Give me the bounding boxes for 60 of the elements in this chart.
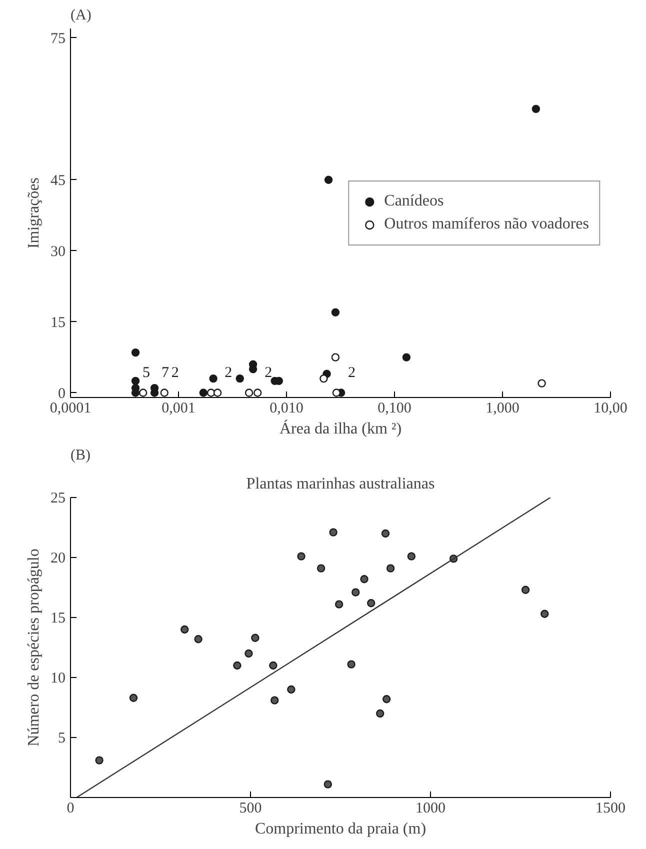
x-axis-title: Comprimento da praia (m) xyxy=(254,820,426,838)
x-tick-label: 500 xyxy=(239,800,262,816)
point xyxy=(386,564,395,572)
y-tick-label: 45 xyxy=(50,172,66,189)
point xyxy=(316,564,326,572)
point xyxy=(540,610,549,618)
y-tick-label: 10 xyxy=(50,670,66,686)
legend-label: Canídeos xyxy=(384,192,445,210)
y-tick-label: 75 xyxy=(50,30,66,47)
x-tick-label: 10,00 xyxy=(594,400,628,416)
point xyxy=(367,599,376,608)
point xyxy=(129,694,138,702)
x-tick-label: 0,001 xyxy=(162,400,196,416)
point xyxy=(324,780,332,788)
annotation: 7 xyxy=(162,364,170,381)
annotation: 2 xyxy=(171,364,179,381)
point xyxy=(376,709,384,718)
point xyxy=(352,588,360,596)
point xyxy=(194,635,202,644)
point xyxy=(381,529,390,538)
point xyxy=(334,600,344,608)
point xyxy=(287,685,296,694)
point xyxy=(233,661,242,670)
point xyxy=(382,695,391,704)
point xyxy=(251,634,260,642)
y-axis-title: Número de espécies propágulo xyxy=(26,548,42,746)
y-tick-label: 15 xyxy=(50,314,66,331)
point xyxy=(360,575,368,584)
point xyxy=(347,660,356,668)
legend-label: Outros mamíferos não voadores xyxy=(384,215,589,233)
point xyxy=(180,625,189,634)
chart-subtitle: Plantas marinhas australianas xyxy=(246,476,435,492)
y-tick-label: 30 xyxy=(50,244,66,260)
point xyxy=(244,649,253,658)
annotation: 2 xyxy=(264,364,272,381)
chart-title: (B) xyxy=(70,448,90,464)
chart-title: (A) xyxy=(70,8,92,24)
x-axis-title: Área da ilha (km ²) xyxy=(279,420,402,438)
y-tick-label: 15 xyxy=(50,610,66,626)
annotation: 5 xyxy=(142,364,150,381)
y-tick-label: 0 xyxy=(58,386,66,402)
point xyxy=(269,661,278,670)
point xyxy=(407,552,416,560)
x-tick-label: 1000 xyxy=(416,800,446,816)
x-tick-label: 0,100 xyxy=(378,400,412,416)
x-tick-label: 0,010 xyxy=(270,400,304,416)
x-tick-label: 0,0001 xyxy=(50,400,92,416)
x-tick-label: 1500 xyxy=(596,800,626,816)
y-tick-label: 25 xyxy=(50,490,66,506)
point xyxy=(297,552,306,560)
point xyxy=(270,696,279,704)
point xyxy=(329,528,338,536)
point xyxy=(521,586,530,594)
y-tick-label: 5 xyxy=(58,730,66,746)
x-tick-label: 1,000 xyxy=(486,400,520,416)
annotation: 2 xyxy=(348,364,356,381)
point xyxy=(95,756,104,764)
y-tick-label: 20 xyxy=(50,550,66,566)
y-axis-title: Imigrações xyxy=(26,177,42,249)
annotation: 2 xyxy=(224,364,232,381)
